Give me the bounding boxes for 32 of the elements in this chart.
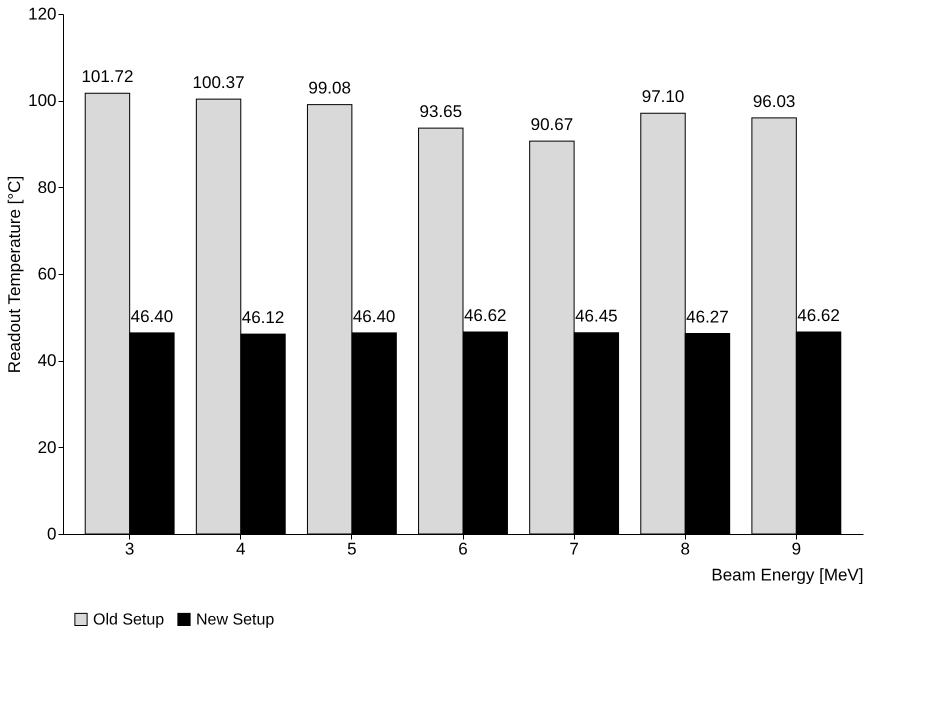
data-label: 46.62 [464,306,506,325]
data-label: 46.12 [242,308,284,328]
x-tick-label: 5 [347,540,357,558]
data-label: 101.72 [81,67,134,86]
data-label: 46.40 [352,306,396,326]
y-tick-label: 80 [38,178,56,197]
y-tick-label: 20 [38,438,56,457]
x-tick-label: 6 [458,540,468,558]
y-tick-label: 40 [38,351,56,370]
data-label: 93.65 [420,102,462,122]
y-tick-label: 120 [28,4,56,24]
y-tick-label: 60 [38,264,56,284]
data-label: 96.03 [752,92,796,111]
x-tick-label: 8 [680,540,690,558]
legend-label: New Setup [196,611,274,628]
x-tick-label: 4 [236,540,246,558]
data-label: 100.37 [192,73,245,92]
data-label: 46.40 [130,306,174,326]
y-tick-label: 100 [28,91,56,110]
x-tick-label: 3 [124,540,134,558]
data-label: 97.10 [642,87,684,106]
x-tick-label: 9 [792,540,802,558]
x-tick-label: 7 [569,540,579,558]
data-label: 99.08 [308,78,351,98]
y-tick-label: 0 [47,524,56,544]
x-axis-title: Beam Energy [MeV] [711,566,864,584]
data-label: 46.27 [686,307,729,326]
data-label: 46.45 [575,306,618,326]
data-label: 90.67 [530,115,574,134]
legend-label: Old Setup [93,611,164,628]
y-axis-title: Readout Temperature [°C] [5,176,24,374]
data-label: 46.62 [797,306,840,325]
